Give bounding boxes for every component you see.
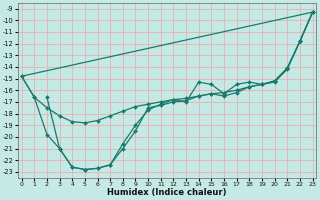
X-axis label: Humidex (Indice chaleur): Humidex (Indice chaleur) — [107, 188, 227, 197]
